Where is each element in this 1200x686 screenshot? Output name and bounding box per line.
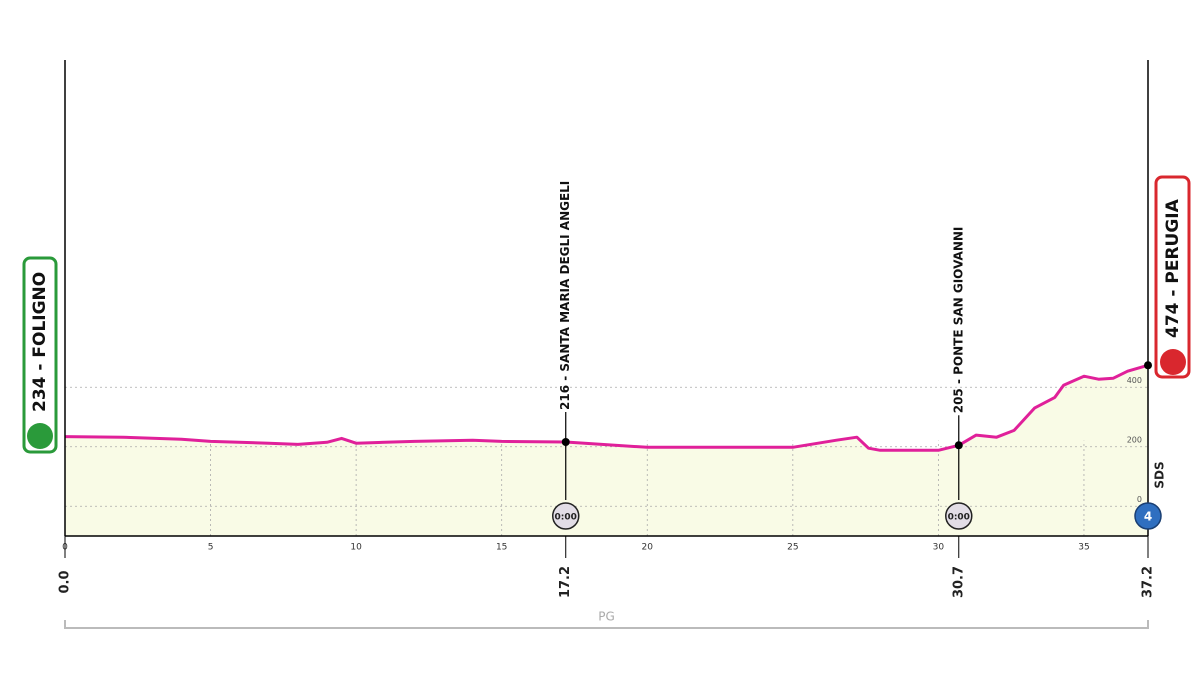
finish-point bbox=[1144, 361, 1152, 370]
x-tick-label: 35 bbox=[1078, 543, 1089, 553]
x-tick-label: 10 bbox=[350, 543, 362, 553]
intermediate-label: 216 - SANTA MARIA DEGLI ANGELI bbox=[558, 181, 572, 410]
area-fill bbox=[65, 365, 1148, 536]
km-marker-label: 37.2 bbox=[1141, 566, 1156, 598]
region-bracket bbox=[64, 620, 1149, 629]
finish-box bbox=[1154, 175, 1191, 379]
x-tick-label: 15 bbox=[496, 543, 507, 553]
side-label: SDS bbox=[1153, 461, 1167, 488]
timer-icon bbox=[945, 502, 973, 530]
y-tick-label: 0 bbox=[1137, 495, 1142, 504]
elevation-line bbox=[64, 363, 1149, 452]
timer-label: 0:00 bbox=[555, 513, 577, 523]
km-marker-label: 30.7 bbox=[951, 566, 966, 598]
y-tick-label: 200 bbox=[1127, 435, 1142, 444]
intermediate-point bbox=[561, 437, 570, 446]
timer-icon bbox=[551, 502, 580, 530]
finish-label: 474 - PERUGIA bbox=[1163, 198, 1183, 338]
y-tick-label: 400 bbox=[1127, 376, 1142, 385]
timer-label: 0:00 bbox=[948, 513, 970, 523]
km-marker-label: 17.2 bbox=[558, 566, 573, 598]
x-tick-label: 25 bbox=[787, 543, 798, 553]
start-icon bbox=[27, 423, 53, 449]
region-label: PG bbox=[598, 610, 615, 624]
intermediate-label: 205 - PONTE SAN GIOVANNI bbox=[951, 227, 965, 414]
start-box bbox=[22, 256, 58, 454]
x-tick-label: 20 bbox=[642, 543, 654, 553]
x-tick-label: 30 bbox=[933, 543, 945, 553]
intermediate-point bbox=[954, 441, 963, 450]
badge-label: 4 bbox=[1144, 510, 1152, 524]
start-label: 234 - FOLIGNO bbox=[30, 272, 50, 412]
finish-icon bbox=[1160, 349, 1186, 375]
badge-icon bbox=[1134, 502, 1162, 530]
x-tick-label: 5 bbox=[208, 543, 214, 553]
km-marker-label: 0.0 bbox=[58, 570, 73, 593]
